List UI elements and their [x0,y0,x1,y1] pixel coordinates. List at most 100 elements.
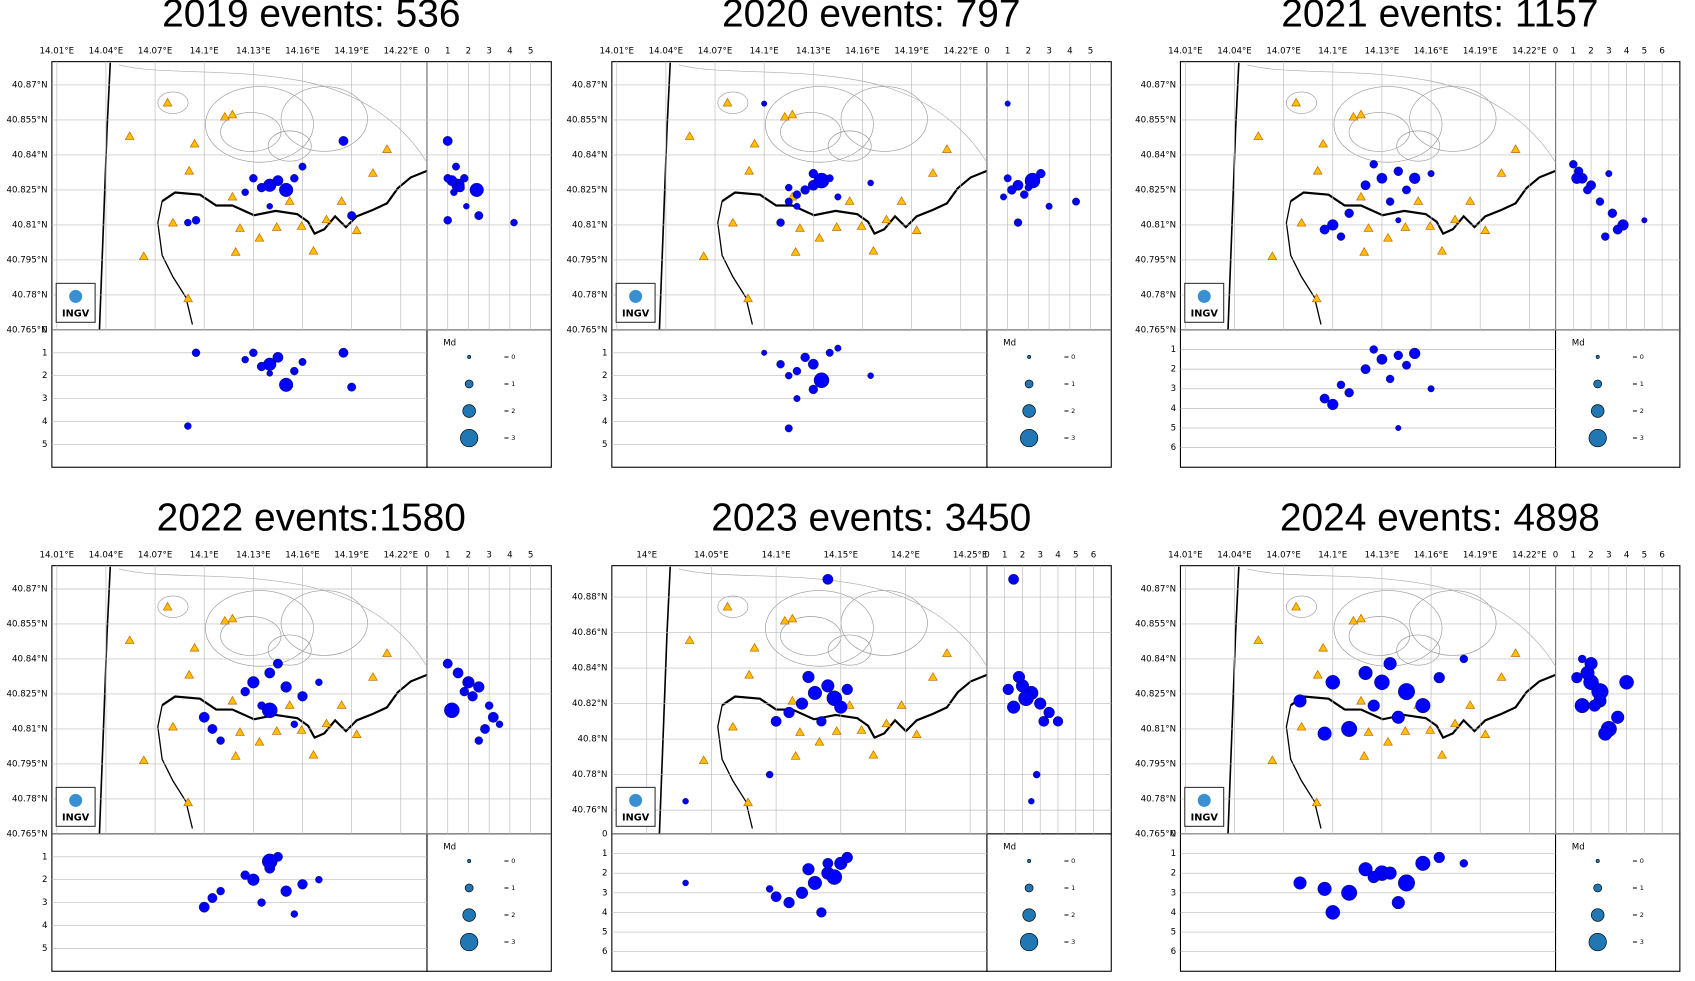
side-tick-label: 0 [1553,550,1558,560]
event-map [784,197,793,206]
event-depth [825,348,834,357]
station [814,736,825,746]
event-depth [241,355,249,364]
event-depth [795,886,809,899]
lon-tick-label: 14.16°E [285,46,320,56]
station [856,221,867,230]
station [1400,222,1411,231]
event-depth [816,907,827,918]
station [1267,251,1278,260]
legend-frame [986,329,1112,468]
legend-title: Md [443,338,456,348]
side-tick-label: 5 [1642,550,1647,560]
station [227,109,238,119]
depth-tick-label: 1 [42,852,47,862]
station [1496,672,1507,681]
station [1296,217,1307,227]
legend-marker [464,883,474,893]
event-map [273,658,283,669]
logo-globe [629,289,643,303]
legend-marker [1588,428,1607,448]
event-side [1004,100,1011,107]
lon-tick-label: 14.13°E [1365,46,1400,56]
station [728,721,738,731]
lon-tick-label: 14.19°E [1463,550,1498,560]
event-depth [1327,398,1339,411]
legend-label: = 2 [504,911,516,919]
legend-marker [1595,354,1600,359]
station [1480,225,1491,234]
event-depth [184,422,192,430]
depth-tick-label: 3 [1171,888,1176,898]
event-depth [1367,871,1380,884]
event-side [480,724,490,734]
side-tick-label: 3 [1037,550,1042,560]
event-map [1369,160,1378,169]
station [1253,635,1264,644]
event-depth [1395,425,1402,431]
coastline [1227,566,1240,834]
event-side [1578,654,1587,664]
panel-title: 2021 events: 1157 [1281,0,1598,36]
event-side [1025,179,1032,187]
lon-tick-label: 14.22°E [943,46,978,56]
station [1296,721,1307,731]
legend-label: = 2 [1632,911,1644,919]
station [308,245,319,255]
coastline [1290,169,1556,236]
event-map [280,681,292,693]
event-map [770,716,782,727]
lat-tick-label: 40.81°N [12,220,48,230]
side-tick-label: 2 [1588,550,1593,560]
station [787,613,798,623]
legend-title: Md [1572,338,1585,348]
event-side [1569,160,1578,169]
coastline [1227,62,1240,330]
event-depth [826,869,843,885]
station [744,165,755,175]
lat-tick-label: 40.78°N [572,770,608,780]
station [189,642,200,652]
event-depth [298,358,307,366]
lat-tick-label: 40.795°N [566,255,607,265]
lon-tick-label: 14.04°E [649,46,684,56]
lon-tick-label: 14.1°E [1318,550,1347,560]
lat-tick-label: 40.81°N [1141,724,1177,734]
coastline [1290,673,1556,740]
event-depth [1427,385,1435,393]
event-side [443,174,452,183]
lat-tick-label: 40.825°N [7,185,48,195]
event-depth [800,352,810,362]
event-depth [1398,874,1415,892]
station [1267,755,1278,764]
depth-tick-label: 4 [602,908,608,918]
event-side [1000,193,1007,201]
station [1359,247,1370,256]
depth-tick-label: 4 [1171,908,1177,918]
station [183,797,193,807]
station [382,144,392,153]
event-side [1020,190,1029,199]
event-depth [793,395,801,403]
event-map [783,706,795,719]
logo-text: INGV [622,813,650,824]
station [1437,245,1447,255]
side-tick-label: 0 [1553,46,1558,56]
side-tick-label: 5 [528,550,533,560]
event-side [1007,700,1021,714]
station [1465,700,1476,709]
station [1465,196,1476,205]
event-side [1034,697,1047,710]
event-side [1045,202,1053,210]
event-side [444,702,460,719]
event-depth [1341,884,1358,901]
station [1363,223,1374,232]
event-depth [1415,855,1431,871]
station [722,601,733,611]
lat-tick-label: 40.82°N [572,699,608,709]
station [168,217,178,227]
depth-tick-label: 2 [42,371,47,381]
event-map [1374,674,1390,691]
depth-tick-label: 5 [42,440,47,450]
